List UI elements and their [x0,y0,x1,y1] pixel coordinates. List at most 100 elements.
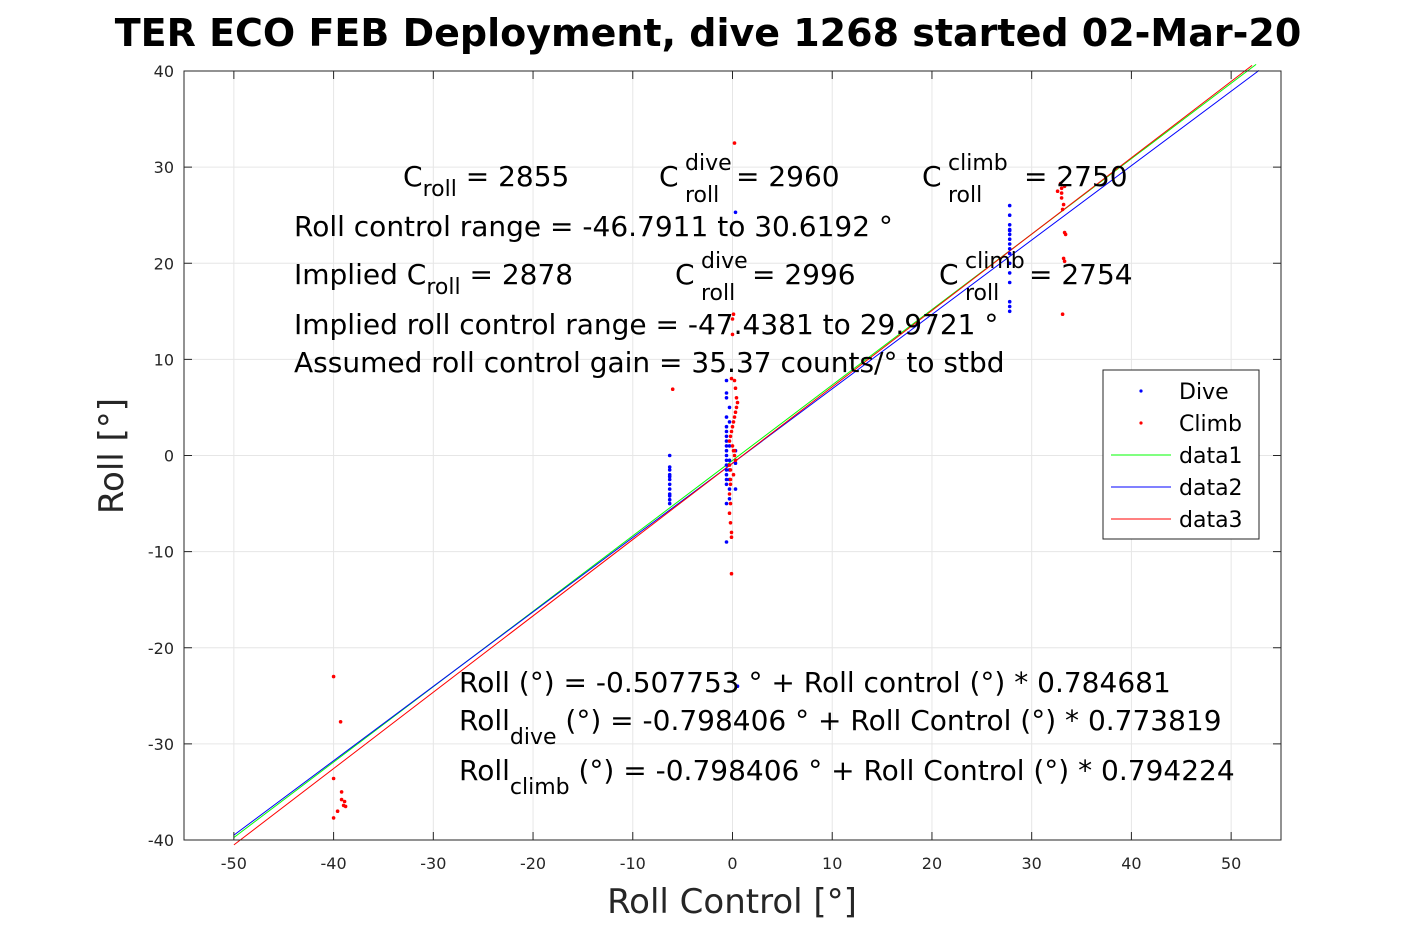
climb-point [727,463,732,467]
climb-point [1059,191,1064,195]
climb-point [730,332,735,337]
dive-point [667,482,672,487]
dive-point [724,477,729,482]
dive-point [727,487,732,491]
climb-point [735,400,740,405]
dive-point [1007,213,1012,217]
climb-point [731,312,736,317]
dive-point [733,487,738,491]
x-tick-label: -10 [620,854,646,873]
climb-point [728,477,733,482]
annotation-roll-control-range: Roll control range = -46.7911 to 30.6192… [294,210,893,243]
climb-point [728,482,733,487]
annotation-roll-fit: Roll (°) = -0.507753 ° + Roll control (°… [459,666,1171,699]
y-axis-label: Roll [°] [92,398,132,514]
climb-point [729,535,734,539]
climb-point [732,453,737,458]
x-tick-label: -20 [520,854,546,873]
dive-point [1007,223,1012,227]
climb-point [734,405,739,410]
dive-point [667,497,672,502]
dive-point [1007,309,1012,314]
annotation-c-roll-climb: C [922,160,942,193]
chart-title: TER ECO FEB Deployment, dive 1268 starte… [115,11,1302,55]
dive-point [1007,261,1012,266]
dive-point [1007,247,1012,251]
climb-point [729,376,734,381]
dive-point [727,444,732,448]
climb-point [730,424,735,429]
legend-climb-marker [1139,421,1143,425]
annotation-implied-range: Implied roll control range = -47.4381 to… [294,308,998,341]
annotation-implied-c-roll-climb-sub: roll [965,281,999,306]
dive-point [724,472,729,477]
axis-ticks: -50 -40 -30 -20 -10 0 10 20 30 40 50 -40 -30 -20 -10 0 1… [148,62,1281,873]
climb-point [728,501,733,506]
annotation-implied-c-roll: Implied Croll = 2878 [294,258,573,300]
y-tick-label: 30 [154,158,174,177]
annotation-implied-c-roll-dive: C [675,258,695,291]
legend: Dive Climb data1 data2 data3 [1102,369,1260,540]
y-tick-label: 0 [164,447,174,466]
dive-point [727,405,732,410]
annotation-c-roll-climb-sub: roll [948,183,982,208]
x-tick-label: -40 [321,854,347,873]
climb-point [1062,259,1067,264]
y-tick-label: -20 [148,639,174,658]
climb-point [733,386,738,391]
dive-point [667,477,672,482]
climb-point [1055,189,1060,193]
dive-point [1007,304,1012,309]
dive-point [724,415,729,419]
climb-point [342,799,347,804]
dive-point [667,453,672,458]
dive-point [1007,271,1012,275]
dive-point [1007,251,1012,256]
legend-dive-marker [1139,389,1143,393]
climb-point [1061,202,1066,207]
climb-point [728,521,733,525]
x-tick-label: 10 [822,854,842,873]
legend-dive-label: Dive [1179,380,1229,405]
annotation-c-roll-dive-value: = 2960 [736,160,840,193]
annotation-c-roll: Croll = 2855 [403,160,569,202]
x-tick-label: 40 [1121,854,1141,873]
climb-point [732,448,737,453]
annotation-implied-c-roll-dive-sub: roll [701,281,735,306]
climb-point [1060,207,1065,212]
climb-point [728,468,733,472]
dive-point [667,465,672,469]
climb-point [729,571,734,576]
dive-point [1007,228,1012,233]
annotation-c-roll-climb-sup: climb [948,151,1008,176]
climb-point [729,429,734,434]
dive-point [1007,242,1012,246]
x-axis-label: Roll Control [°] [607,882,857,922]
x-tick-label: 0 [727,854,737,873]
dive-point [724,439,729,443]
climb-point [670,387,675,392]
y-tick-label: 40 [154,62,174,81]
x-tick-label: 50 [1221,854,1241,873]
dive-point [724,391,729,395]
dive-point [667,494,672,498]
climb-point [1059,186,1064,191]
climb-point [1059,196,1064,200]
annotation-c-roll-dive-sup: dive [685,151,732,176]
x-tick-label: -50 [221,854,247,873]
dive-point [724,453,729,458]
climb-point [730,444,735,448]
dive-point [1007,237,1012,241]
annotation-c-roll-climb-value: = 2750 [1024,160,1128,193]
dive-point [727,420,732,424]
dive-point [724,429,729,434]
annotation-roll-climb-fit: Rollclimb (°) = -0.798406 ° + Roll Contr… [459,754,1235,800]
fit-lines [233,64,1260,846]
climb-point [732,378,737,383]
dive-point [733,461,738,466]
dive-point [724,540,729,544]
x-tick-label: 20 [922,854,942,873]
dive-point [724,434,729,439]
climb-point [339,797,344,802]
